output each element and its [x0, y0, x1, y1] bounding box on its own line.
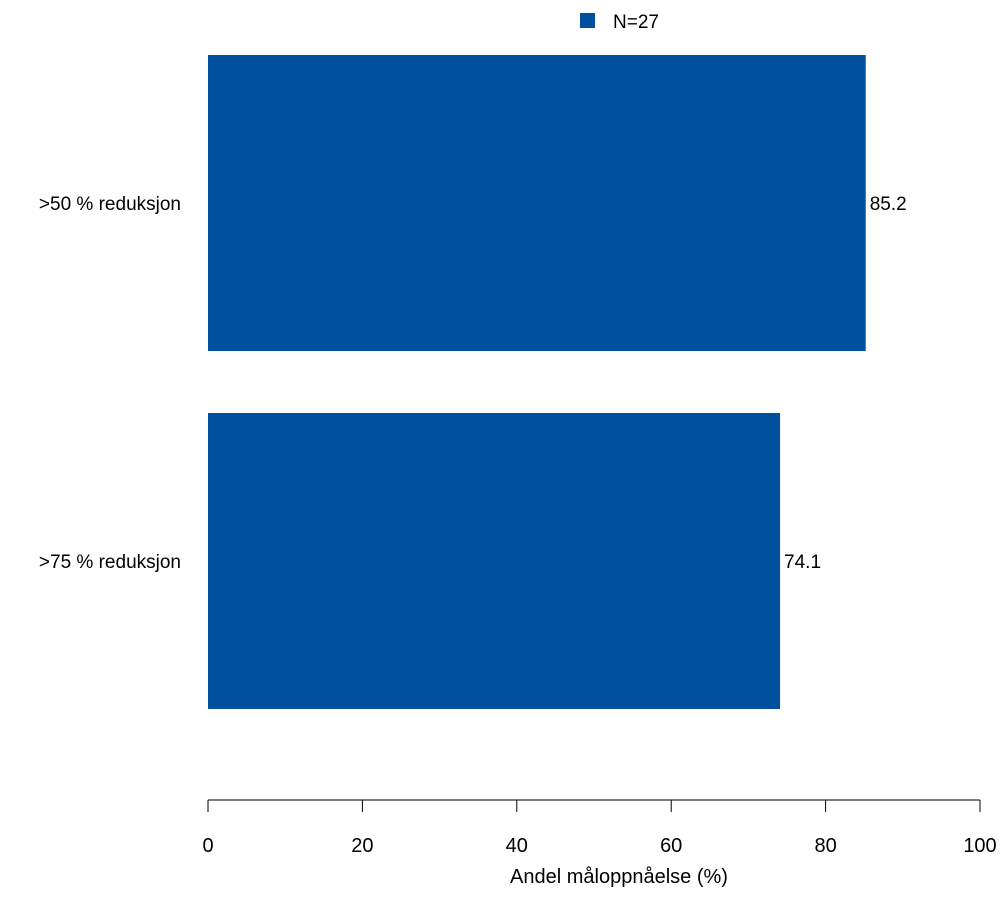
x-ticks: 0 20 40 60 80 100 [202, 800, 997, 857]
bar [208, 55, 866, 351]
bars [208, 55, 866, 709]
value-label: 74.1 [784, 552, 821, 573]
category-label: >75 % reduksjon [39, 552, 181, 573]
value-label: 85.2 [870, 194, 907, 215]
x-tick-label: 20 [351, 835, 373, 857]
x-tick-label: 100 [963, 835, 996, 857]
bar [208, 413, 781, 709]
category-labels: >50 % reduksjon >75 % reduksjon [39, 194, 181, 573]
x-tick-label: 60 [660, 835, 682, 857]
x-tick-label: 0 [202, 835, 213, 857]
legend-swatch [580, 13, 595, 28]
value-labels: 85.2 74.1 [784, 194, 907, 573]
x-tick-label: 80 [814, 835, 836, 857]
x-axis-title: Andel måloppnåelse (%) [510, 866, 728, 888]
x-axis: 0 20 40 60 80 100 [202, 799, 997, 857]
x-tick-label: 40 [506, 835, 528, 857]
category-label: >50 % reduksjon [39, 194, 181, 215]
chart-legend: N=27 [580, 12, 659, 33]
legend-label: N=27 [613, 12, 659, 33]
